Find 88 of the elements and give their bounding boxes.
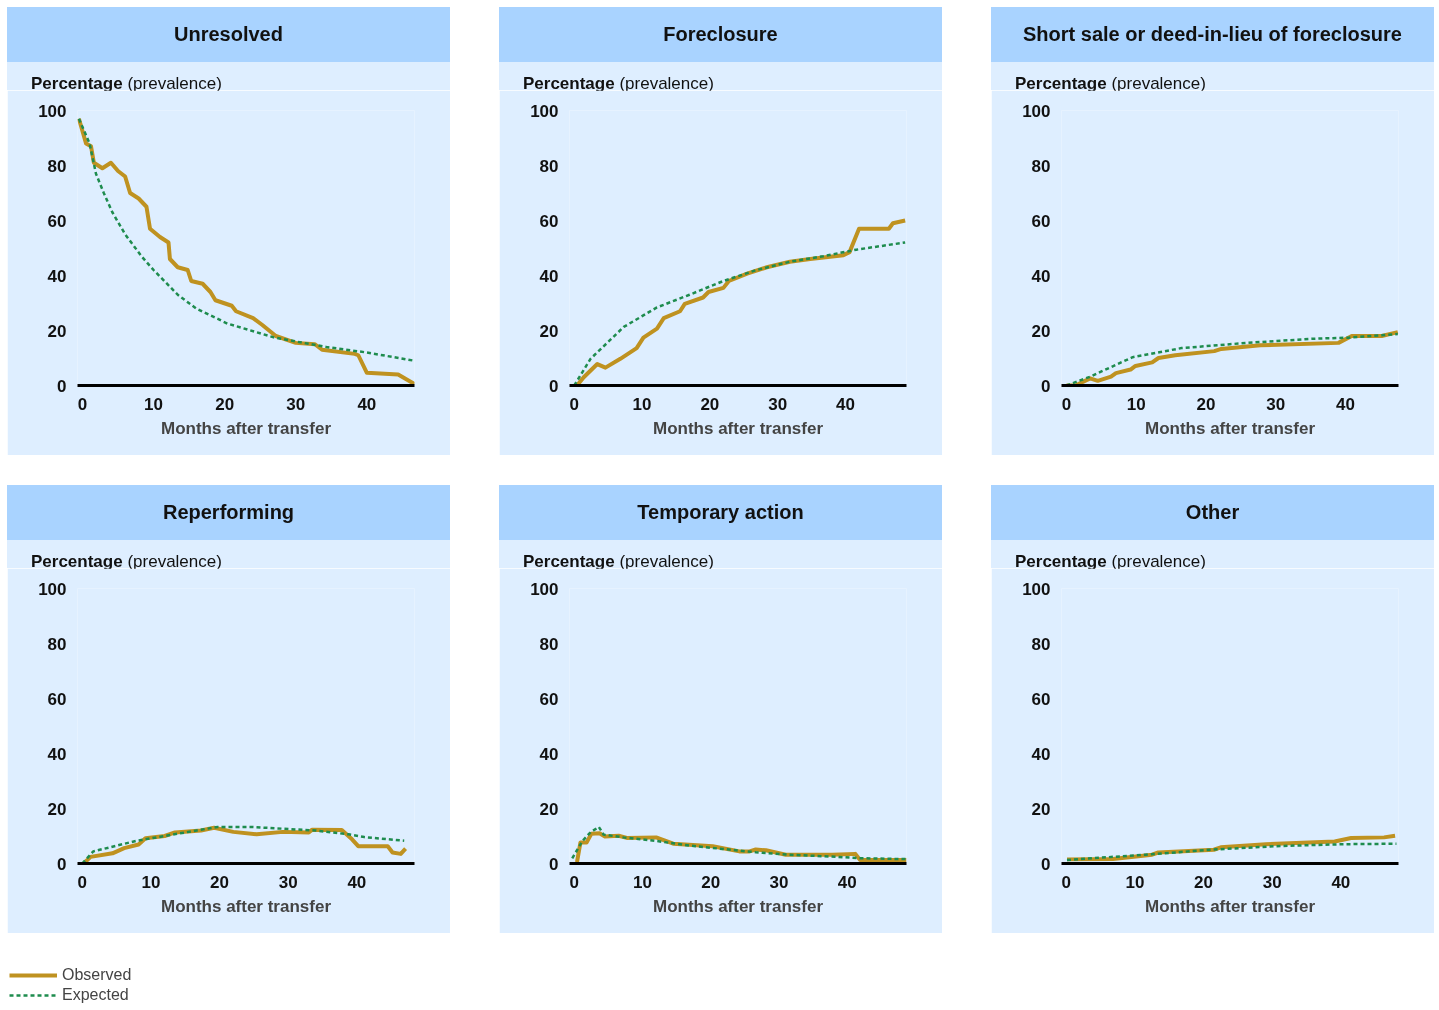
x-tick-label: 30 [768,394,788,414]
y-tick-label: 100 [38,579,67,599]
y-tick-label: 20 [539,321,559,341]
x-tick-label: 20 [701,872,721,892]
y-tick-label: 40 [1031,266,1051,286]
x-tick-label: 0 [77,394,88,414]
x-tick-label: 20 [210,872,230,892]
x-tick-label: 0 [569,872,580,892]
x-tick-label: 10 [144,394,164,414]
x-tick-label: 30 [286,394,306,414]
y-tick-label: 40 [539,266,559,286]
y-tick-label: 80 [539,156,559,176]
x-tick-label: 10 [141,872,161,892]
x-tick-label: 40 [837,872,857,892]
x-axis-title: Months after transfer [1144,418,1316,438]
y-tick-label: 80 [1031,634,1051,654]
y-tick-label: 20 [1031,799,1051,819]
y-tick-label: 0 [57,854,67,874]
y-tick-label: 0 [1041,854,1051,874]
y-axis-title: Percentage (prevalence) [31,551,222,573]
chart-title: Unresolved [174,22,283,47]
y-tick-label: 0 [1041,376,1051,396]
chart-title: Temporary action [637,500,804,525]
y-tick-label: 60 [47,689,67,709]
x-axis-title: Months after transfer [652,896,824,916]
y-tick-label: 100 [1022,101,1051,121]
x-tick-label: 30 [1266,394,1286,414]
x-axis-title: Months after transfer [652,418,824,438]
legend-label: Observed [62,965,132,985]
y-tick-label: 60 [1031,211,1051,231]
legend-label: Expected [62,985,129,1005]
y-tick-label: 100 [1022,579,1051,599]
y-tick-label: 20 [539,799,559,819]
y-tick-label: 40 [1031,744,1051,764]
chart-title: Reperforming [162,500,295,525]
x-tick-label: 10 [1125,872,1145,892]
x-axis-title: Months after transfer [160,896,332,916]
y-tick-label: 80 [539,634,559,654]
x-tick-label: 20 [1194,872,1214,892]
chart-title: Other [1185,500,1240,525]
y-tick-label: 60 [539,211,559,231]
y-tick-label: 60 [1031,689,1051,709]
y-tick-label: 0 [549,376,559,396]
x-tick-label: 0 [1061,872,1072,892]
y-tick-label: 60 [47,211,67,231]
x-tick-label: 0 [77,872,88,892]
x-tick-label: 20 [215,394,235,414]
x-tick-label: 40 [1336,394,1355,414]
y-tick-label: 20 [47,321,67,341]
y-tick-label: 0 [57,376,67,396]
y-axis-title: Percentage (prevalence) [523,551,714,573]
x-tick-label: 40 [347,872,367,892]
chart-title: Foreclosure [663,22,778,47]
x-tick-label: 40 [1331,872,1351,892]
chart-title: Short sale or deed-in-lieu of foreclosure [1023,22,1402,47]
x-tick-label: 10 [632,394,652,414]
y-tick-label: 40 [539,744,559,764]
x-tick-label: 20 [1196,394,1216,414]
x-axis-title: Months after transfer [160,418,332,438]
y-axis-title: Percentage (prevalence) [1015,551,1206,573]
x-tick-label: 30 [1262,872,1282,892]
y-tick-label: 80 [47,156,67,176]
y-tick-label: 80 [1031,156,1051,176]
x-tick-label: 30 [278,872,298,892]
y-tick-label: 40 [47,266,67,286]
y-tick-label: 40 [47,744,67,764]
x-tick-label: 0 [569,394,579,414]
x-axis-title: Months after transfer [1144,896,1316,916]
y-axis-title: Percentage (prevalence) [1015,73,1206,95]
y-axis-title: Percentage (prevalence) [523,73,714,95]
y-tick-label: 100 [530,579,559,599]
y-tick-label: 0 [549,854,559,874]
line-series [1065,842,1398,862]
y-tick-label: 100 [530,101,559,121]
y-tick-label: 60 [539,689,559,709]
line-series [570,825,907,861]
x-tick-label: 0 [1061,394,1072,414]
x-tick-label: 10 [1126,394,1146,414]
y-tick-label: 20 [47,799,67,819]
x-tick-label: 10 [633,872,652,892]
y-tick-label: 100 [38,101,67,121]
x-tick-label: 40 [357,394,377,414]
y-tick-label: 80 [47,634,67,654]
x-tick-label: 40 [836,394,855,414]
y-axis-title: Percentage (prevalence) [31,73,222,95]
x-tick-label: 30 [769,872,789,892]
x-tick-label: 20 [700,394,720,414]
y-tick-label: 20 [1031,321,1051,341]
